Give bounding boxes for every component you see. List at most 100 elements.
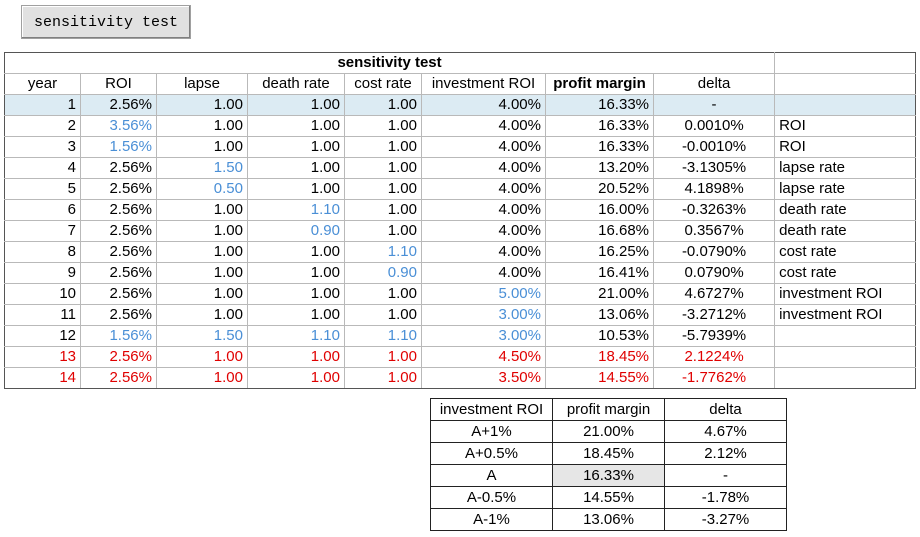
cell-lapse: 1.00 bbox=[156, 262, 248, 284]
cell-label: lapse rate bbox=[774, 178, 917, 200]
cell-year: 5 bbox=[4, 178, 81, 200]
column-header: year bbox=[4, 73, 81, 95]
cell-death: 1.00 bbox=[247, 178, 345, 200]
table-row: 1 2.56% 1.00 1.00 1.00 4.00% 16.33% - bbox=[4, 94, 917, 116]
table-row: 10 2.56% 1.00 1.00 1.00 5.00% 21.00% 4.6727% inv… bbox=[4, 283, 917, 305]
cell-pm: 16.33% bbox=[545, 94, 654, 116]
cell-label bbox=[774, 346, 917, 368]
cell-lapse: 1.00 bbox=[156, 283, 248, 305]
cell-death: 1.00 bbox=[247, 262, 345, 284]
summary-cell: A-0.5% bbox=[430, 486, 553, 509]
cell-lapse: 1.00 bbox=[156, 367, 248, 389]
cell-year: 2 bbox=[4, 115, 81, 137]
cell-pm: 16.41% bbox=[545, 262, 654, 284]
cell-death: 1.00 bbox=[247, 283, 345, 305]
cell-label: ROI bbox=[774, 136, 917, 158]
cell-roi: 2.56% bbox=[80, 178, 157, 200]
cell-roi: 1.56% bbox=[80, 136, 157, 158]
cell-delta: 4.1898% bbox=[652, 178, 776, 200]
summary-cell: 16.33% bbox=[552, 464, 665, 487]
cell-pm: 13.06% bbox=[545, 304, 654, 326]
cell-cost: 1.00 bbox=[344, 304, 422, 326]
table-row: 7 2.56% 1.00 0.90 1.00 4.00% 16.68% 0.3567% deat… bbox=[4, 220, 917, 242]
cell-inv: 5.00% bbox=[421, 283, 546, 305]
table-row: 9 2.56% 1.00 1.00 0.90 4.00% 16.41% 0.0790% cost… bbox=[4, 262, 917, 284]
cell-lapse: 1.00 bbox=[156, 241, 248, 263]
cell-lapse: 1.00 bbox=[156, 136, 248, 158]
cell-death: 1.00 bbox=[247, 136, 345, 158]
cell-inv: 4.50% bbox=[421, 346, 546, 368]
summary-cell: 2.12% bbox=[664, 442, 787, 465]
cell-year: 6 bbox=[4, 199, 81, 221]
summary-cell: A-1% bbox=[430, 508, 553, 531]
summary-row: A 16.33% - bbox=[430, 464, 787, 487]
cell-pm: 20.52% bbox=[545, 178, 654, 200]
cell-death: 1.00 bbox=[247, 115, 345, 137]
cell-inv: 4.00% bbox=[421, 262, 546, 284]
cell-cost: 1.10 bbox=[344, 325, 422, 347]
cell-delta: 0.3567% bbox=[652, 220, 776, 242]
summary-row: A+0.5% 18.45% 2.12% bbox=[430, 442, 787, 465]
cell-delta: - bbox=[652, 94, 776, 116]
table-row: 13 2.56% 1.00 1.00 1.00 4.50% 18.45% 2.1224% bbox=[4, 346, 917, 368]
cell-inv: 4.00% bbox=[421, 241, 546, 263]
summary-cell: A+1% bbox=[430, 420, 553, 443]
summary-column-header: investment ROI bbox=[430, 398, 553, 421]
cell-delta: 4.6727% bbox=[652, 283, 776, 305]
table-title-spacer bbox=[774, 52, 917, 74]
cell-cost: 1.00 bbox=[344, 178, 422, 200]
cell-roi: 2.56% bbox=[80, 304, 157, 326]
cell-year: 1 bbox=[4, 94, 81, 116]
cell-year: 11 bbox=[4, 304, 81, 326]
cell-lapse: 1.00 bbox=[156, 220, 248, 242]
cell-pm: 10.53% bbox=[545, 325, 654, 347]
cell-year: 10 bbox=[4, 283, 81, 305]
cell-lapse: 1.00 bbox=[156, 115, 248, 137]
cell-cost: 1.00 bbox=[344, 199, 422, 221]
cell-delta: -1.7762% bbox=[652, 367, 776, 389]
cell-cost: 1.00 bbox=[344, 367, 422, 389]
column-header: ROI bbox=[80, 73, 157, 95]
cell-inv: 3.00% bbox=[421, 304, 546, 326]
cell-inv: 4.00% bbox=[421, 94, 546, 116]
cell-roi: 3.56% bbox=[80, 115, 157, 137]
cell-label: lapse rate bbox=[774, 157, 917, 179]
cell-pm: 16.68% bbox=[545, 220, 654, 242]
cell-inv: 4.00% bbox=[421, 136, 546, 158]
table-title: sensitivity test bbox=[3, 52, 776, 74]
sensitivity-test-button[interactable]: sensitivity test bbox=[21, 5, 191, 39]
column-header: profit margin bbox=[545, 73, 654, 95]
table-row: 12 1.56% 1.50 1.10 1.10 3.00% 10.53% -5.7939% bbox=[4, 325, 917, 347]
cell-pm: 16.33% bbox=[545, 115, 654, 137]
cell-delta: -5.7939% bbox=[652, 325, 776, 347]
cell-pm: 16.33% bbox=[545, 136, 654, 158]
cell-label: cost rate bbox=[774, 241, 917, 263]
cell-inv: 4.00% bbox=[421, 115, 546, 137]
cell-inv: 4.00% bbox=[421, 157, 546, 179]
cell-year: 14 bbox=[4, 367, 81, 389]
cell-year: 13 bbox=[4, 346, 81, 368]
cell-delta: -3.1305% bbox=[652, 157, 776, 179]
cell-roi: 2.56% bbox=[80, 199, 157, 221]
cell-roi: 1.56% bbox=[80, 325, 157, 347]
cell-cost: 1.00 bbox=[344, 94, 422, 116]
column-header: lapse bbox=[156, 73, 248, 95]
cell-label: death rate bbox=[774, 220, 917, 242]
cell-lapse: 1.00 bbox=[156, 304, 248, 326]
cell-death: 1.10 bbox=[247, 325, 345, 347]
cell-inv: 3.50% bbox=[421, 367, 546, 389]
table-row: 5 2.56% 0.50 1.00 1.00 4.00% 20.52% 4.1898% laps… bbox=[4, 178, 917, 200]
cell-cost: 0.90 bbox=[344, 262, 422, 284]
cell-roi: 2.56% bbox=[80, 220, 157, 242]
cell-inv: 4.00% bbox=[421, 220, 546, 242]
cell-year: 8 bbox=[4, 241, 81, 263]
cell-delta: -3.2712% bbox=[652, 304, 776, 326]
cell-cost: 1.00 bbox=[344, 136, 422, 158]
summary-header-row: investment ROI profit margin delta bbox=[430, 398, 787, 421]
column-header bbox=[774, 73, 917, 95]
cell-death: 1.00 bbox=[247, 367, 345, 389]
sensitivity-table: sensitivity test year ROI lapse death rate c… bbox=[3, 52, 917, 389]
summary-cell: 4.67% bbox=[664, 420, 787, 443]
cell-delta: 2.1224% bbox=[652, 346, 776, 368]
cell-roi: 2.56% bbox=[80, 262, 157, 284]
